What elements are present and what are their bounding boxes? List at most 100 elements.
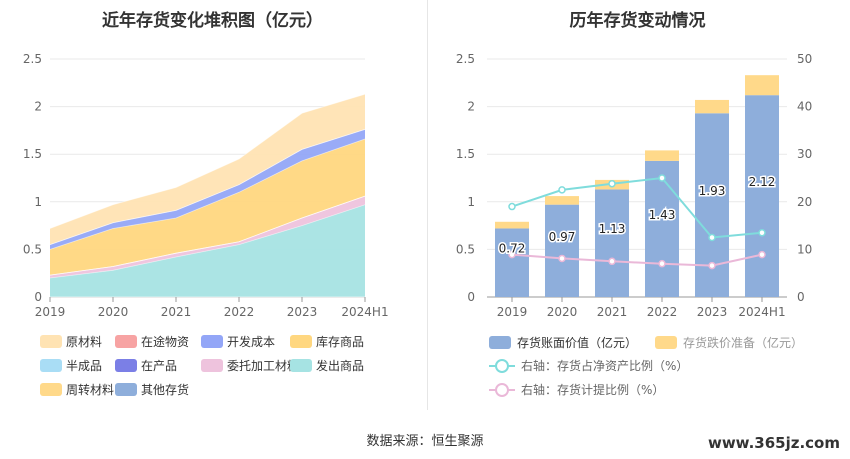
y-tick-label: 0 xyxy=(34,290,42,304)
bar-book-value xyxy=(695,113,729,297)
bar-book-value xyxy=(545,204,579,297)
y-tick-label: 1.5 xyxy=(456,147,475,161)
area-series xyxy=(50,139,365,276)
legend-swatch xyxy=(489,336,511,349)
line-point xyxy=(708,233,716,242)
bar-impairment xyxy=(745,75,779,96)
legend-label: 右轴：存货计提比例（%） xyxy=(521,382,664,397)
x-tick-label: 2021 xyxy=(597,305,628,319)
legend-label: 存货账面价值（亿元） xyxy=(517,335,637,350)
y2-tick-label: 20 xyxy=(797,195,812,209)
x-tick-label: 2019 xyxy=(497,305,528,319)
bar-data-label: 0.97 xyxy=(549,230,576,244)
line-point xyxy=(608,257,616,266)
line-point xyxy=(558,186,566,194)
area-edge xyxy=(49,93,366,229)
bar-data-label: 1.93 xyxy=(699,184,726,198)
x-tick-label: 2019 xyxy=(35,305,66,319)
y-tick-label: 2 xyxy=(467,100,475,114)
right-chart-title: 历年存货变动情况 xyxy=(569,11,706,31)
legend-label: 委托加工材料 xyxy=(227,359,299,373)
legend-label: 原材料 xyxy=(66,335,102,349)
legend-swatch xyxy=(40,359,62,372)
x-tick-label: 2022 xyxy=(647,305,678,319)
bar-book-value xyxy=(495,228,529,297)
line-point xyxy=(658,174,666,182)
x-tick-label: 2020 xyxy=(547,305,578,319)
line-series xyxy=(511,176,763,239)
legend-swatch xyxy=(290,335,312,348)
line-point xyxy=(758,228,766,237)
area-edge xyxy=(49,129,366,245)
line-point xyxy=(608,179,616,188)
left-chart-title: 近年存货变化堆积图（亿元） xyxy=(102,11,323,31)
legend-swatch xyxy=(40,335,62,348)
legend-label: 开发成本 xyxy=(227,334,275,349)
y-tick-label: 2.5 xyxy=(23,52,42,66)
area-edge xyxy=(49,204,366,279)
y-tick-label: 0 xyxy=(467,290,475,304)
line-series xyxy=(511,253,763,267)
y-tick-label: 1 xyxy=(34,195,42,209)
y-tick-label: 1 xyxy=(467,195,475,209)
legend-marker xyxy=(495,359,509,373)
bar-impairment xyxy=(545,196,579,205)
line-point xyxy=(708,261,716,270)
bar-data-label: 0.72 xyxy=(499,242,526,256)
area-series xyxy=(50,94,365,245)
data-source-note: 数据来源：恒生聚源 xyxy=(366,434,484,449)
area-edge xyxy=(49,195,366,276)
bar-impairment xyxy=(645,150,679,161)
y2-tick-label: 0 xyxy=(797,290,805,304)
x-tick-label: 2023 xyxy=(287,305,318,319)
inventory-bar-line-chart: 0 0.5 1 1.5 2 2.5 0 10 20 30 40 50 0.72 0.97 1.13 1.43 1… xyxy=(456,52,812,397)
y-tick-label: 0.5 xyxy=(23,242,42,256)
legend-swatch xyxy=(290,359,312,372)
legend-label: 在途物资 xyxy=(141,334,189,349)
line-point xyxy=(508,250,516,259)
legend-label: 半成品 xyxy=(66,359,102,373)
legend-swatch xyxy=(115,359,137,372)
legend-swatch xyxy=(115,335,137,348)
y2-tick-label: 10 xyxy=(797,242,812,256)
y-tick-label: 2 xyxy=(34,100,42,114)
bar-impairment xyxy=(695,99,729,114)
x-tick-label: 2024H1 xyxy=(738,305,785,319)
y2-tick-label: 50 xyxy=(797,52,812,66)
legend-label: 周转材料 xyxy=(66,382,114,397)
x-tick-label: 2023 xyxy=(697,305,728,319)
legend-swatch xyxy=(40,383,62,396)
x-tick-label: 2021 xyxy=(161,305,192,319)
bar-impairment xyxy=(495,221,529,229)
line-point xyxy=(508,202,516,211)
stacked-area-chart: 0 0.5 1 1.5 2 2.5 2019 2020 2021 2022 2023 2024H1 原材… xyxy=(23,52,389,397)
legend-label: 右轴：存货占净资产比例（%） xyxy=(521,358,688,373)
line-point xyxy=(658,259,666,268)
legend-label: 在产品 xyxy=(141,359,177,373)
bar-book-value xyxy=(595,189,629,297)
y-tick-label: 2.5 xyxy=(456,52,475,66)
x-tick-label: 2024H1 xyxy=(341,305,388,319)
x-tick-label: 2020 xyxy=(98,305,129,319)
legend-label: 库存商品 xyxy=(316,334,364,349)
y-tick-label: 0.5 xyxy=(456,242,475,256)
legend-label: 存货跌价准备（亿元） xyxy=(683,335,803,350)
watermark: www.365jz.com xyxy=(707,434,840,452)
x-tick-label: 2022 xyxy=(224,305,255,319)
area-edge xyxy=(49,138,366,250)
y-tick-label: 1.5 xyxy=(23,147,42,161)
line-point xyxy=(558,254,566,263)
bar-book-value xyxy=(645,160,679,297)
bar-data-label: 1.13 xyxy=(599,222,626,236)
legend-label: 其他存货 xyxy=(141,382,189,397)
bar-book-value xyxy=(745,95,779,298)
y2-tick-label: 30 xyxy=(797,147,812,161)
area-series xyxy=(50,129,365,250)
legend-marker xyxy=(495,383,509,397)
bar-data-label: 2.12 xyxy=(749,175,776,189)
panel-divider xyxy=(427,0,428,410)
legend-swatch xyxy=(115,383,137,396)
legend-label: 发出商品 xyxy=(316,358,364,373)
bar-data-label: 1.43 xyxy=(649,208,676,222)
legend-swatch xyxy=(201,359,223,372)
